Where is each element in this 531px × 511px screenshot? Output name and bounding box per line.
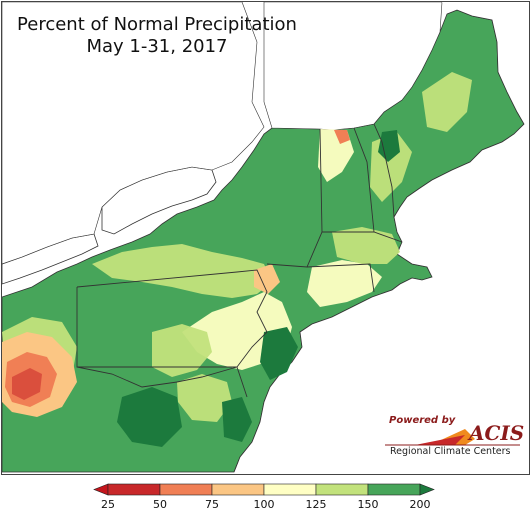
region-125-150-md (177, 374, 232, 422)
region-75-100-ny-east (254, 264, 280, 294)
legend-color-bin (159, 483, 213, 496)
legend-tick-label: 75 (205, 498, 219, 511)
acis-swoosh (385, 429, 520, 446)
legend-tick-label: 200 (409, 498, 431, 511)
acis-logo: Powered by ACIS Regional Climate Centers (385, 415, 524, 463)
region-gt200-nh (378, 130, 400, 162)
legend-high-arrow (419, 483, 435, 496)
legend-tick-label: 100 (253, 498, 275, 511)
region-125-150-me (422, 72, 472, 132)
region-gt200-va (117, 387, 182, 447)
legend-tick-label: 50 (153, 498, 167, 511)
legend-colorbar (93, 483, 435, 496)
region-50-75-vt (334, 130, 350, 144)
region-125-150-pa-south (152, 324, 212, 377)
ocean-east (234, 2, 529, 474)
region-gt200-de (222, 397, 252, 442)
state-borders (76, 123, 403, 398)
region-100-125-vt (318, 129, 354, 182)
legend-low-arrow (93, 483, 109, 496)
region-100-125-ct (307, 260, 382, 307)
logo-rcc-text: Regional Climate Centers (390, 446, 511, 457)
quebec-area (263, 2, 443, 131)
logo-powered-by: Powered by (389, 415, 456, 426)
map-title: Percent of Normal Precipitation (17, 14, 297, 35)
map-graphic (2, 2, 529, 474)
legend-tick-label: 25 (101, 498, 115, 511)
region-25-50-ohio-valley (12, 368, 42, 400)
legend-tick-label: 125 (305, 498, 327, 511)
logo-acis-text: ACIS (469, 421, 525, 445)
canada-shore (2, 2, 265, 265)
legend-color-bin (211, 483, 265, 496)
color-legend: 25 50 75 100 125 150 200 (0, 476, 531, 511)
map-date-range: May 1-31, 2017 (86, 36, 228, 57)
region-125-150-ma (332, 227, 400, 264)
legend-tick-label: 150 (357, 498, 379, 511)
region-125-150-ny-belt (92, 244, 272, 298)
map-panel: Percent of Normal Precipitation May 1-31… (1, 1, 530, 475)
legend-color-bin (315, 483, 369, 496)
legend-color-bin (263, 483, 317, 496)
region-gt200-nj (260, 327, 298, 380)
legend-color-bin (107, 483, 161, 496)
legend-color-bin (367, 483, 421, 496)
